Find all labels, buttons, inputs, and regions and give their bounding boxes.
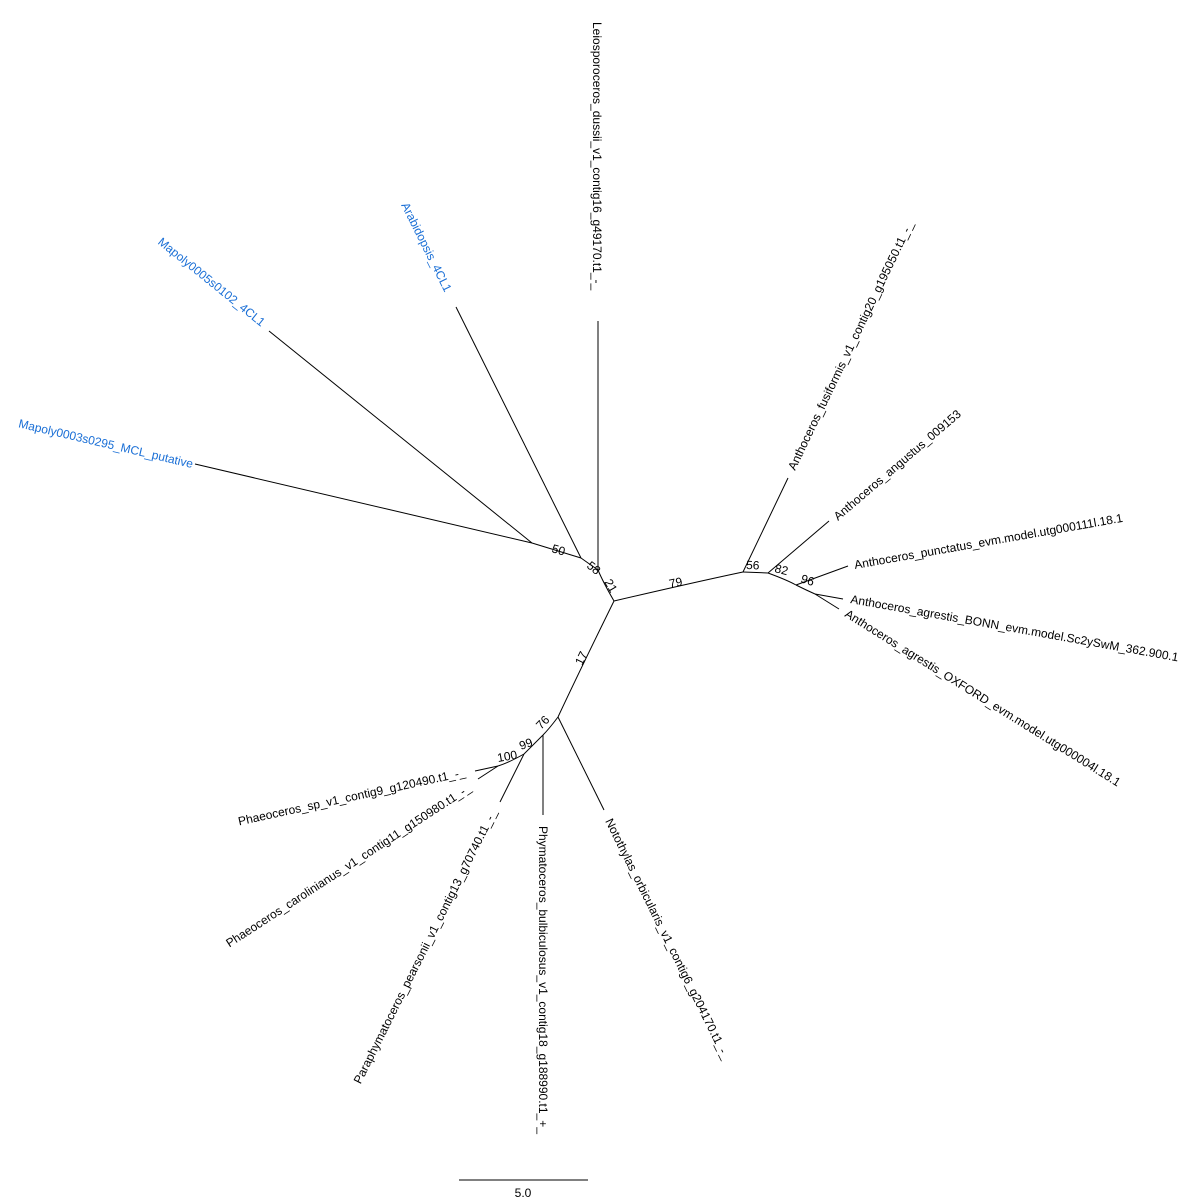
- scale-bar-label: 5.0: [515, 1186, 532, 1200]
- tree-branches: [194, 306, 849, 815]
- branch-n100-phaeoceros-sp: [474, 765, 499, 772]
- leaf-label-notothylas: Notothylas_orbicularis_v1_contig6_g20417…: [602, 816, 733, 1062]
- leaf-label-mapoly0003: Mapoly0003s0295_MCL_putative: [17, 416, 195, 471]
- leaf-label-arabidopsis: Arabidopsis_4CL1: [398, 200, 454, 294]
- support-value-50: 50: [550, 541, 567, 558]
- support-value-82: 82: [773, 561, 790, 578]
- branch-n99-paraphymatoceros: [499, 753, 525, 803]
- branch-root-to-n17: [557, 600, 615, 718]
- branch-root-to-n21: [597, 569, 615, 602]
- support-value-17: 17: [572, 649, 591, 667]
- leaf-label-phymatoceros: Phymatoceros_bulbiculosus_v1_contig18_g1…: [536, 826, 550, 1134]
- branch-n96-punctatus: [795, 565, 849, 586]
- branch-n17-notothylas: [557, 716, 605, 811]
- branch-n96-n-inner: [795, 584, 816, 595]
- branch-n100-carolinianus: [477, 765, 499, 780]
- branch-ninner-oxford: [814, 593, 840, 610]
- branch-n56-n82: [742, 571, 769, 574]
- support-value-21: 21: [601, 577, 620, 596]
- branch-n58-n50: [531, 542, 582, 559]
- branch-n50-mapoly0005: [268, 330, 533, 544]
- branch-n82-angustus: [767, 520, 830, 574]
- support-value-56: 56: [746, 558, 760, 572]
- leaf-label-punctatus: Anthoceros_punctatus_evm.model.utg000111…: [853, 511, 1124, 572]
- scale-bar: 5.0: [459, 1179, 588, 1200]
- branch-root-to-n56: [613, 571, 744, 602]
- branch-n56-fusiformis: [742, 477, 789, 573]
- branch-n58-arabidopsis: [455, 306, 582, 559]
- support-value-76: 76: [533, 713, 553, 733]
- support-value-79: 79: [668, 574, 684, 591]
- branch-n76-n99: [523, 734, 544, 755]
- leaf-label-fusiformis: Anthoceros_fusiformis_v1_contig20_g19505…: [785, 219, 916, 473]
- leaf-label-mapoly0005: Mapoly0005s0102_4CL1: [155, 235, 268, 330]
- branch-n82-n96: [767, 572, 797, 586]
- support-value-99: 99: [517, 735, 535, 753]
- support-value-96: 96: [799, 572, 816, 590]
- branch-n21-n58: [580, 557, 599, 571]
- branch-ninner-bonn: [814, 593, 844, 600]
- leaf-label-leiosporoceros: Leiosporoceros_dussii_v1_contig16_g49170…: [590, 22, 604, 291]
- branch-n50-mapoly0003: [194, 463, 533, 544]
- leaf-label-angustus: Anthoceros_angustus_009153: [831, 407, 964, 524]
- branch-n99-n100: [497, 753, 525, 767]
- leaf-labels: Leiosporoceros_dussii_v1_contig16_g49170…: [17, 22, 1180, 1134]
- support-values: 50 58 21 79 56 82 96 17 76 99 100: [496, 541, 816, 765]
- branch-n17-n76: [542, 716, 559, 736]
- support-value-100: 100: [496, 748, 518, 765]
